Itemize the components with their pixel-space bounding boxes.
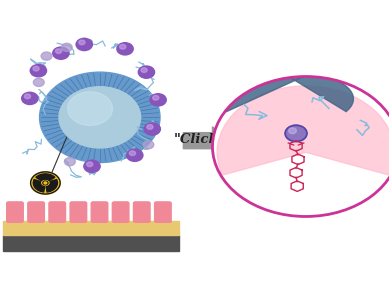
Circle shape bbox=[33, 66, 39, 71]
FancyBboxPatch shape bbox=[91, 202, 108, 222]
Circle shape bbox=[76, 38, 92, 51]
Circle shape bbox=[79, 40, 85, 45]
Polygon shape bbox=[219, 42, 380, 112]
FancyBboxPatch shape bbox=[112, 202, 129, 222]
Circle shape bbox=[53, 47, 69, 59]
Bar bbox=[3, 236, 179, 251]
FancyArrow shape bbox=[183, 127, 230, 154]
Circle shape bbox=[120, 45, 126, 49]
Circle shape bbox=[285, 125, 307, 142]
Circle shape bbox=[30, 64, 46, 77]
Circle shape bbox=[213, 76, 390, 217]
Circle shape bbox=[25, 94, 31, 99]
Circle shape bbox=[22, 92, 38, 105]
Circle shape bbox=[150, 94, 166, 106]
Circle shape bbox=[127, 149, 143, 161]
Circle shape bbox=[44, 182, 47, 184]
Wedge shape bbox=[217, 86, 390, 175]
Circle shape bbox=[59, 87, 140, 148]
Circle shape bbox=[43, 181, 48, 185]
FancyBboxPatch shape bbox=[133, 202, 150, 222]
Wedge shape bbox=[46, 180, 57, 192]
Circle shape bbox=[84, 160, 100, 173]
Circle shape bbox=[41, 52, 52, 60]
FancyBboxPatch shape bbox=[70, 202, 87, 222]
Circle shape bbox=[87, 162, 93, 167]
Circle shape bbox=[144, 123, 160, 135]
Circle shape bbox=[31, 172, 60, 194]
Text: "Click": "Click" bbox=[174, 133, 225, 146]
Circle shape bbox=[289, 128, 296, 134]
Circle shape bbox=[129, 151, 136, 156]
FancyBboxPatch shape bbox=[7, 202, 23, 222]
Circle shape bbox=[33, 78, 44, 86]
Circle shape bbox=[55, 49, 62, 54]
Circle shape bbox=[39, 72, 160, 163]
Circle shape bbox=[152, 96, 159, 100]
FancyBboxPatch shape bbox=[28, 202, 44, 222]
Circle shape bbox=[141, 68, 147, 72]
Circle shape bbox=[67, 92, 113, 125]
Wedge shape bbox=[33, 180, 45, 192]
FancyBboxPatch shape bbox=[49, 202, 66, 222]
Circle shape bbox=[147, 125, 153, 129]
Circle shape bbox=[138, 66, 154, 78]
Circle shape bbox=[61, 43, 72, 52]
Circle shape bbox=[117, 43, 133, 55]
Bar bbox=[3, 221, 179, 236]
Circle shape bbox=[143, 141, 154, 149]
Wedge shape bbox=[36, 174, 55, 180]
Circle shape bbox=[64, 158, 75, 166]
FancyBboxPatch shape bbox=[154, 202, 171, 222]
